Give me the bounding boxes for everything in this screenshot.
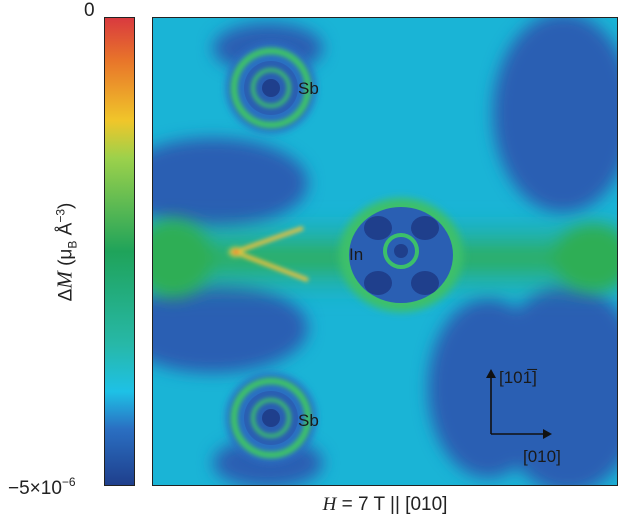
atom-label-sb-top: Sb <box>298 79 319 98</box>
colorbar-max-label: 0 <box>84 0 95 21</box>
axis-label-right: [010] <box>523 447 561 466</box>
magnetization-map: Sb In Sb [101̅] [010] <box>152 17 618 486</box>
in-atom <box>339 198 463 312</box>
hotspot <box>226 226 309 282</box>
x-axis-label: H = 7 T || [010] <box>322 494 448 515</box>
atom-label-sb-bottom: Sb <box>298 411 319 430</box>
sb-top-atom <box>226 43 316 133</box>
colorbar <box>104 17 135 486</box>
colorbar-min-label: −5×10−6 <box>8 475 76 499</box>
axis-label-up: [101̅] <box>499 368 537 387</box>
colorbar-axis-label: ΔM (μB Å−3) <box>52 202 80 302</box>
sb-bottom-atom <box>226 373 316 463</box>
crystal-axes-icon <box>486 369 552 439</box>
atom-label-in: In <box>349 245 363 264</box>
